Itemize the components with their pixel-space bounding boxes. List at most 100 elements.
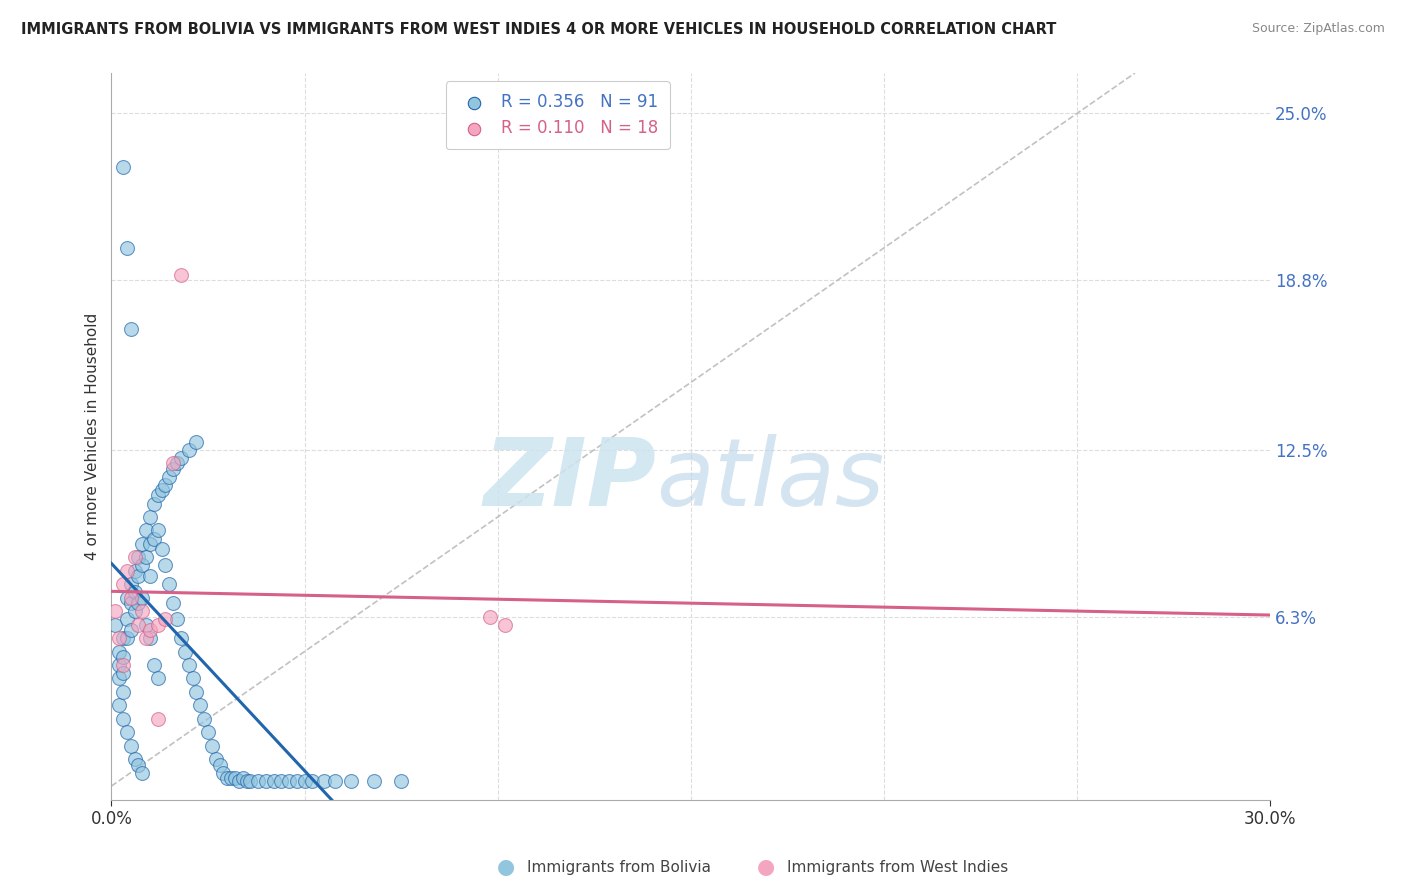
Point bbox=[139, 537, 162, 551]
Text: Immigrants from West Indies: Immigrants from West Indies bbox=[787, 860, 1008, 874]
Point bbox=[232, 771, 254, 785]
Point bbox=[166, 612, 188, 626]
Point bbox=[478, 609, 501, 624]
Point bbox=[157, 577, 180, 591]
Point bbox=[239, 773, 262, 788]
Point bbox=[228, 773, 250, 788]
Point bbox=[150, 542, 173, 557]
Point bbox=[127, 569, 149, 583]
Point bbox=[104, 604, 127, 618]
Point bbox=[120, 623, 142, 637]
Point bbox=[270, 773, 292, 788]
Point bbox=[120, 321, 142, 335]
Point bbox=[111, 160, 134, 174]
Point bbox=[104, 617, 127, 632]
Text: ●: ● bbox=[758, 857, 775, 877]
Point bbox=[254, 773, 277, 788]
Point bbox=[111, 666, 134, 681]
Point bbox=[139, 631, 162, 645]
Point bbox=[108, 657, 131, 672]
Point bbox=[108, 631, 131, 645]
Text: IMMIGRANTS FROM BOLIVIA VS IMMIGRANTS FROM WEST INDIES 4 OR MORE VEHICLES IN HOU: IMMIGRANTS FROM BOLIVIA VS IMMIGRANTS FR… bbox=[21, 22, 1056, 37]
Point bbox=[115, 564, 138, 578]
Point bbox=[127, 550, 149, 565]
Point bbox=[146, 672, 169, 686]
Point bbox=[135, 550, 157, 565]
Point bbox=[201, 739, 224, 753]
Point bbox=[173, 644, 195, 658]
Point bbox=[494, 617, 516, 632]
Point bbox=[301, 773, 323, 788]
Point bbox=[186, 685, 208, 699]
Point bbox=[111, 649, 134, 664]
Point bbox=[139, 623, 162, 637]
Point bbox=[111, 712, 134, 726]
Point bbox=[162, 456, 184, 470]
Point bbox=[115, 725, 138, 739]
Point bbox=[219, 771, 242, 785]
Point bbox=[111, 657, 134, 672]
Point bbox=[155, 477, 177, 491]
Point bbox=[142, 532, 165, 546]
Text: Immigrants from Bolivia: Immigrants from Bolivia bbox=[527, 860, 711, 874]
Point bbox=[108, 672, 131, 686]
Point bbox=[155, 612, 177, 626]
Point bbox=[131, 591, 153, 605]
Text: ZIP: ZIP bbox=[484, 434, 657, 526]
Point bbox=[181, 672, 204, 686]
Point bbox=[120, 577, 142, 591]
Point bbox=[278, 773, 301, 788]
Point bbox=[131, 558, 153, 573]
Point bbox=[135, 631, 157, 645]
Point bbox=[139, 569, 162, 583]
Point bbox=[108, 698, 131, 713]
Point bbox=[177, 657, 200, 672]
Point bbox=[325, 773, 347, 788]
Point bbox=[131, 537, 153, 551]
Point bbox=[208, 757, 231, 772]
Point bbox=[197, 725, 219, 739]
Point bbox=[135, 524, 157, 538]
Point bbox=[115, 591, 138, 605]
Text: ●: ● bbox=[498, 857, 515, 877]
Y-axis label: 4 or more Vehicles in Household: 4 or more Vehicles in Household bbox=[86, 312, 100, 560]
Point bbox=[212, 765, 235, 780]
Point bbox=[170, 268, 193, 282]
Point bbox=[124, 604, 146, 618]
Text: Source: ZipAtlas.com: Source: ZipAtlas.com bbox=[1251, 22, 1385, 36]
Point bbox=[157, 469, 180, 483]
Point bbox=[142, 657, 165, 672]
Point bbox=[127, 596, 149, 610]
Point bbox=[162, 596, 184, 610]
Point bbox=[162, 461, 184, 475]
Point bbox=[111, 577, 134, 591]
Point bbox=[263, 773, 285, 788]
Point bbox=[142, 496, 165, 510]
Point bbox=[170, 450, 193, 465]
Point bbox=[186, 434, 208, 449]
Point bbox=[312, 773, 335, 788]
Point bbox=[120, 739, 142, 753]
Legend: R = 0.356   N = 91, R = 0.110   N = 18: R = 0.356 N = 91, R = 0.110 N = 18 bbox=[446, 81, 669, 149]
Point bbox=[131, 604, 153, 618]
Point bbox=[131, 765, 153, 780]
Point bbox=[177, 442, 200, 457]
Point bbox=[115, 612, 138, 626]
Point bbox=[285, 773, 308, 788]
Point bbox=[363, 773, 385, 788]
Point bbox=[115, 241, 138, 255]
Point bbox=[111, 631, 134, 645]
Point bbox=[193, 712, 215, 726]
Point bbox=[127, 757, 149, 772]
Point bbox=[235, 773, 257, 788]
Point bbox=[124, 564, 146, 578]
Point bbox=[204, 752, 226, 766]
Point bbox=[224, 771, 246, 785]
Point bbox=[111, 685, 134, 699]
Point bbox=[127, 617, 149, 632]
Point bbox=[124, 585, 146, 599]
Point bbox=[389, 773, 412, 788]
Point bbox=[146, 617, 169, 632]
Point bbox=[340, 773, 363, 788]
Point bbox=[247, 773, 270, 788]
